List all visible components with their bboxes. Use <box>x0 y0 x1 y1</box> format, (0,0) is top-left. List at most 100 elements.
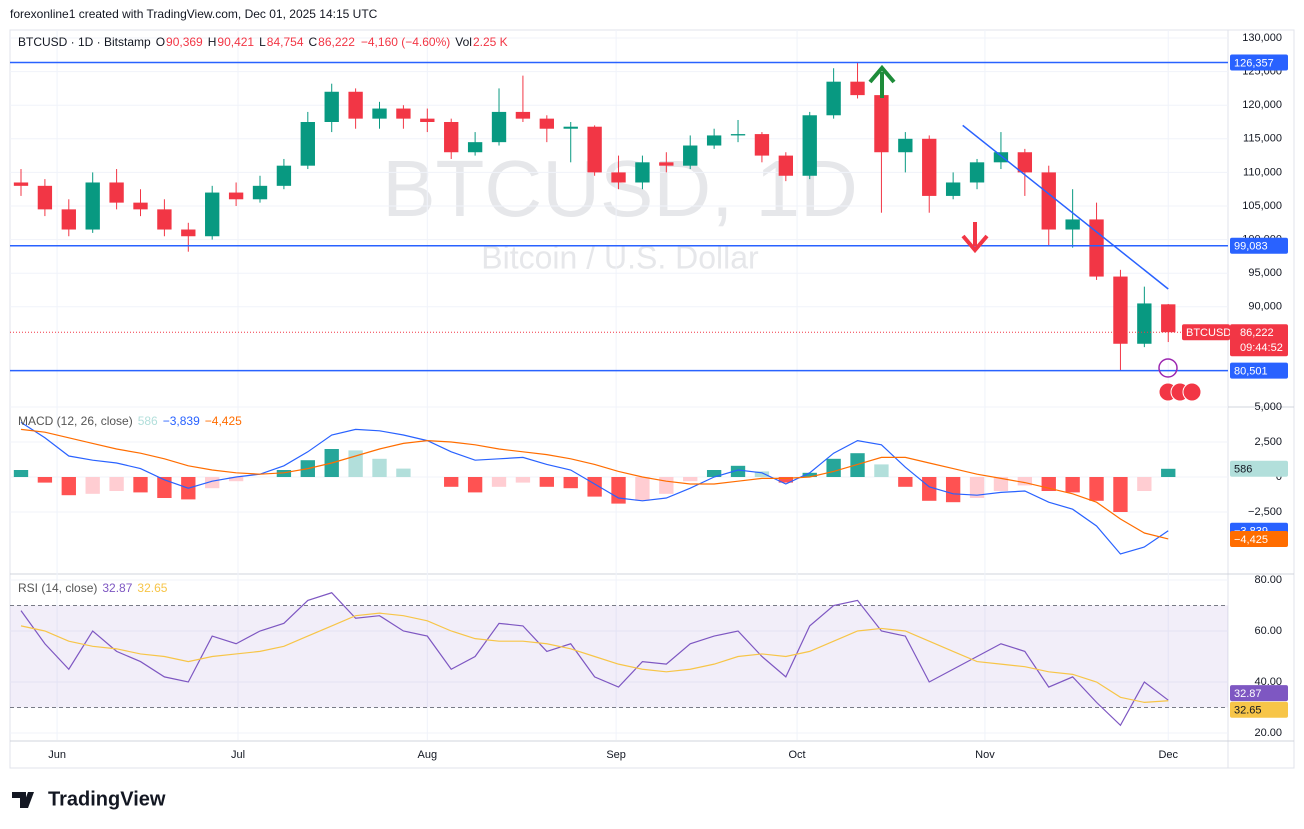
candle-body <box>13 182 29 186</box>
histogram-bar <box>85 477 100 494</box>
indicator-line <box>20 592 1169 727</box>
candle-body <box>252 185 268 200</box>
last-price-bg <box>1230 324 1288 357</box>
candle-body <box>37 185 53 210</box>
histogram-bar <box>467 477 483 493</box>
frame <box>9 29 1295 769</box>
candle-body <box>1113 276 1128 344</box>
candle-body <box>324 91 339 122</box>
trendline <box>962 124 1169 290</box>
legend-key: Vol <box>455 35 472 49</box>
candle-body <box>372 108 387 119</box>
legend-value: 86,222 <box>318 35 355 49</box>
candle-body <box>1041 172 1056 230</box>
candle-body <box>683 145 698 166</box>
y-tick-label: −2,500 <box>1248 506 1282 518</box>
candle-body <box>826 81 841 116</box>
histogram-bar <box>1113 477 1128 513</box>
candle-body <box>945 182 961 196</box>
histogram-bar <box>1137 477 1152 492</box>
legend-value: 90,421 <box>217 35 255 49</box>
candle-body <box>874 95 889 153</box>
candle-body <box>181 229 196 237</box>
series-last: 32.87 <box>1234 688 1262 700</box>
level-label: 80,501 <box>1234 366 1268 378</box>
y-tick-label: 60.00 <box>1254 625 1282 637</box>
histogram-bar <box>157 477 172 499</box>
level-label-bg <box>1230 237 1288 254</box>
indicator-title: RSI (14, close) <box>18 581 98 595</box>
candle-body <box>133 202 148 210</box>
candle-body <box>993 152 1009 163</box>
candle-body <box>730 134 746 136</box>
legend-value: 90,369 <box>166 35 203 49</box>
indicator-line <box>20 428 1169 540</box>
histogram-bar <box>611 477 626 504</box>
x-tick-label: Aug <box>418 749 438 761</box>
histogram-bar <box>109 477 124 492</box>
candle-body <box>539 118 554 129</box>
candle-body <box>611 172 626 183</box>
candle-body <box>659 162 674 166</box>
candle-body <box>109 182 124 203</box>
histogram-bar <box>276 470 292 478</box>
level-label-bg <box>1230 362 1288 379</box>
candle-body <box>563 126 578 129</box>
candle-body <box>922 138 937 196</box>
candle-body <box>420 118 435 122</box>
event-icon[interactable] <box>1158 358 1178 378</box>
last-price: 86,222 <box>1240 327 1274 339</box>
y-tick-label: 95,000 <box>1248 267 1282 279</box>
candle-body <box>1065 219 1080 230</box>
x-tick-label: Sep <box>606 749 626 761</box>
candle-body <box>1137 303 1152 344</box>
histogram-bar <box>922 477 937 501</box>
y-tick-label: 110,000 <box>1243 166 1282 178</box>
histogram-bar <box>659 477 674 494</box>
candle-body <box>467 142 483 153</box>
histogram-bar <box>1065 477 1080 493</box>
candle-body <box>706 135 722 146</box>
histogram-bar <box>730 465 746 478</box>
x-tick-label: Oct <box>789 749 806 761</box>
histogram-bar <box>372 458 387 478</box>
down-arrow <box>961 222 989 254</box>
brand: TradingView <box>48 788 166 810</box>
histogram-bar <box>635 477 650 501</box>
indicator-line <box>20 612 1169 703</box>
histogram-bar <box>1089 477 1104 501</box>
candle-body <box>300 121 315 166</box>
price-legend: BTCUSD · 1D · Bitstamp O90,369 H90,421 L84,… <box>18 35 513 49</box>
y-tick-label: 120,000 <box>1242 99 1282 111</box>
legend-key: C <box>308 35 318 49</box>
rsi-band <box>10 605 1228 708</box>
histogram-bar <box>1161 468 1176 478</box>
histogram-bar <box>1017 477 1033 486</box>
macd-legend: MACD (12, 26, close) 586 −3,839 −4,425 <box>18 414 247 428</box>
histogram-bar <box>563 477 578 489</box>
candle-body <box>635 162 650 183</box>
flag-icon[interactable] <box>1182 382 1202 402</box>
candle-body <box>1017 152 1033 173</box>
histogram-bar <box>133 477 148 493</box>
histogram-bar <box>850 453 865 478</box>
histogram-bar <box>754 471 770 478</box>
histogram-bar <box>205 477 220 489</box>
candle-body <box>444 121 459 153</box>
candle-body <box>491 111 507 143</box>
x-tick-label: Jun <box>48 749 66 761</box>
histogram-bar <box>802 472 817 478</box>
histogram-bar <box>37 477 53 483</box>
candle-body <box>898 138 913 153</box>
candle-body <box>1089 219 1104 277</box>
y-tick-label: 130,000 <box>1242 32 1282 44</box>
y-tick-label: 80.00 <box>1254 574 1282 586</box>
up-arrow <box>868 64 896 98</box>
series-last-bg <box>1230 530 1288 547</box>
candle-body <box>778 155 793 176</box>
symbol: BTCUSD · 1D · Bitstamp <box>18 35 151 49</box>
watermark-title: BTCUSD, 1D <box>382 144 858 233</box>
histogram-bar <box>61 477 76 496</box>
indicator-title: MACD (12, 26, close) <box>18 414 133 428</box>
